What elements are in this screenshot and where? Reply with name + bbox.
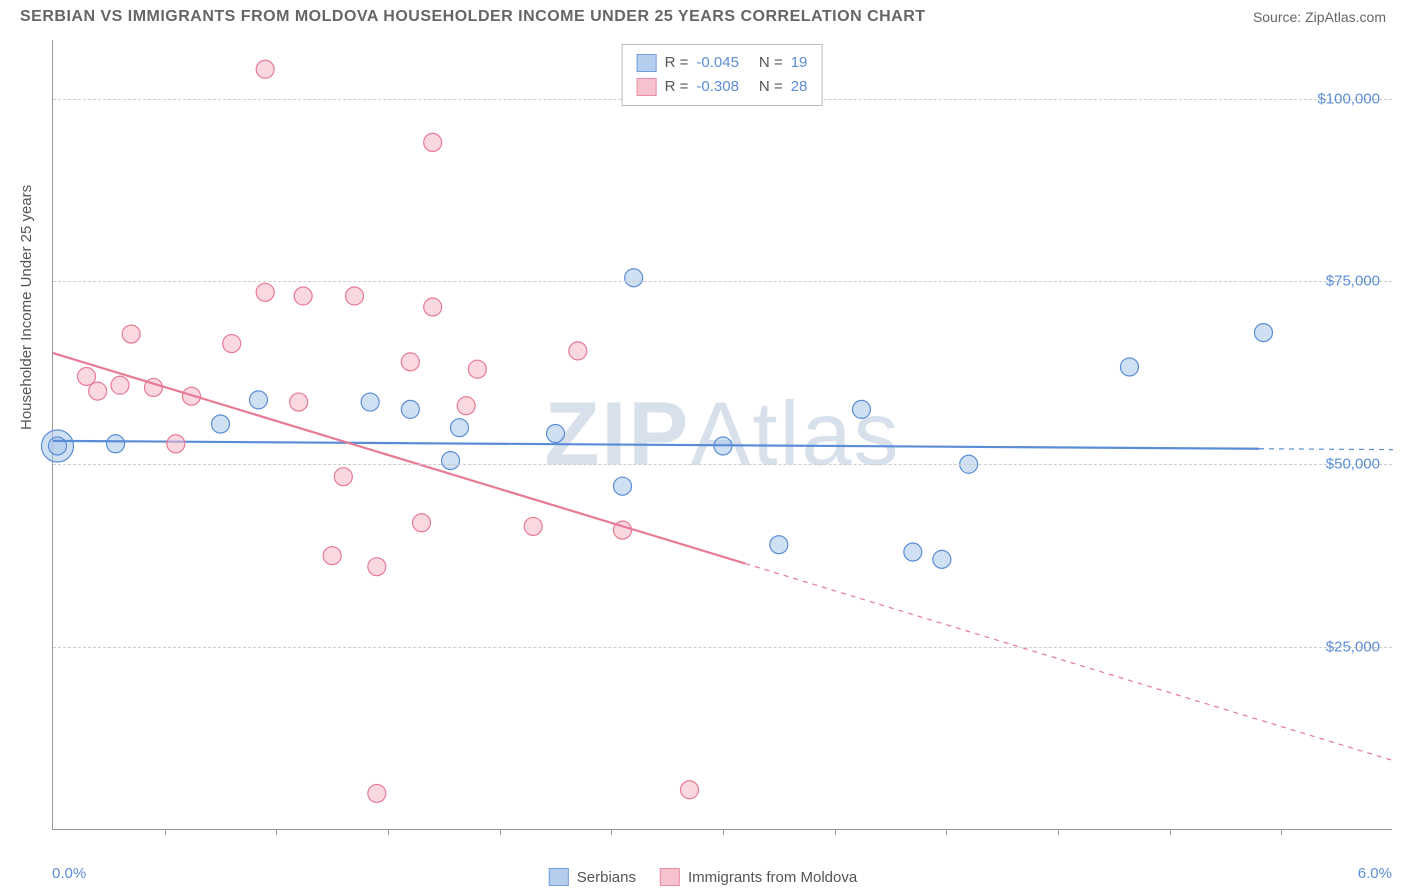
- x-tick: [835, 829, 836, 835]
- data-point: [401, 400, 419, 418]
- x-tick: [276, 829, 277, 835]
- data-point: [256, 60, 274, 78]
- legend-r-value: -0.045: [696, 51, 739, 75]
- legend-n-label: N =: [759, 51, 783, 75]
- legend-series-item: Immigrants from Moldova: [660, 868, 857, 886]
- x-tick: [946, 829, 947, 835]
- data-point: [89, 382, 107, 400]
- chart-container: ZIPAtlas $25,000$50,000$75,000$100,000 R…: [52, 40, 1392, 830]
- legend-correlation: R = -0.045 N = 19 R = -0.308 N = 28: [622, 44, 823, 106]
- data-point: [614, 477, 632, 495]
- trend-line-extrapolated: [745, 564, 1393, 761]
- data-point: [323, 547, 341, 565]
- legend-r-label: R =: [665, 51, 689, 75]
- x-tick: [1058, 829, 1059, 835]
- x-tick: [500, 829, 501, 835]
- data-point: [424, 298, 442, 316]
- x-tick: [165, 829, 166, 835]
- data-point: [442, 452, 460, 470]
- data-point: [904, 543, 922, 561]
- data-point: [334, 468, 352, 486]
- data-point: [294, 287, 312, 305]
- data-point: [547, 425, 565, 443]
- x-tick: [723, 829, 724, 835]
- data-point: [401, 353, 419, 371]
- data-point: [167, 435, 185, 453]
- data-point: [290, 393, 308, 411]
- legend-series-name: Serbians: [577, 869, 636, 886]
- chart-title: SERBIAN VS IMMIGRANTS FROM MOLDOVA HOUSE…: [20, 8, 926, 26]
- trend-line-extrapolated: [1259, 449, 1393, 450]
- y-tick-label: $50,000: [1326, 456, 1380, 473]
- legend-swatch: [637, 54, 657, 72]
- data-point: [524, 517, 542, 535]
- legend-series-item: Serbians: [549, 868, 636, 886]
- legend-n-label: N =: [759, 75, 783, 99]
- y-axis-title: Householder Income Under 25 years: [18, 185, 35, 430]
- data-point: [368, 558, 386, 576]
- data-point: [122, 325, 140, 343]
- data-point: [424, 133, 442, 151]
- plot-area: ZIPAtlas $25,000$50,000$75,000$100,000: [52, 40, 1392, 830]
- legend-n-value: 28: [791, 75, 808, 99]
- x-axis-max-label: 6.0%: [1358, 865, 1392, 882]
- legend-correlation-row: R = -0.308 N = 28: [637, 75, 808, 99]
- data-point: [212, 415, 230, 433]
- source-label: Source: ZipAtlas.com: [1253, 9, 1386, 25]
- data-point: [48, 437, 66, 455]
- plot-svg: [53, 40, 1392, 829]
- legend-swatch: [549, 868, 569, 886]
- data-point: [368, 784, 386, 802]
- gridline: [53, 464, 1392, 465]
- data-point: [770, 536, 788, 554]
- gridline: [53, 647, 1392, 648]
- data-point: [223, 335, 241, 353]
- x-tick: [388, 829, 389, 835]
- legend-swatch: [660, 868, 680, 886]
- legend-swatch: [637, 78, 657, 96]
- data-point: [1254, 324, 1272, 342]
- data-point: [413, 514, 431, 532]
- data-point: [468, 360, 486, 378]
- data-point: [78, 367, 96, 385]
- y-tick-label: $100,000: [1317, 90, 1380, 107]
- legend-series-name: Immigrants from Moldova: [688, 869, 857, 886]
- legend-n-value: 19: [791, 51, 808, 75]
- data-point: [933, 550, 951, 568]
- gridline: [53, 281, 1392, 282]
- data-point: [852, 400, 870, 418]
- data-point: [249, 391, 267, 409]
- x-axis-min-label: 0.0%: [52, 865, 86, 882]
- trend-line: [53, 353, 745, 564]
- legend-r-label: R =: [665, 75, 689, 99]
- legend-r-value: -0.308: [696, 75, 739, 99]
- data-point: [107, 435, 125, 453]
- legend-correlation-row: R = -0.045 N = 19: [637, 51, 808, 75]
- y-tick-label: $25,000: [1326, 639, 1380, 656]
- data-point: [256, 283, 274, 301]
- x-tick: [1170, 829, 1171, 835]
- data-point: [111, 376, 129, 394]
- title-bar: SERBIAN VS IMMIGRANTS FROM MOLDOVA HOUSE…: [0, 0, 1406, 30]
- data-point: [361, 393, 379, 411]
- x-tick: [611, 829, 612, 835]
- data-point: [569, 342, 587, 360]
- data-point: [457, 397, 475, 415]
- data-point: [346, 287, 364, 305]
- data-point: [1120, 358, 1138, 376]
- x-tick: [1281, 829, 1282, 835]
- data-point: [625, 269, 643, 287]
- y-tick-label: $75,000: [1326, 273, 1380, 290]
- data-point: [450, 419, 468, 437]
- legend-series: Serbians Immigrants from Moldova: [549, 868, 857, 886]
- trend-line: [53, 441, 1259, 449]
- data-point: [681, 781, 699, 799]
